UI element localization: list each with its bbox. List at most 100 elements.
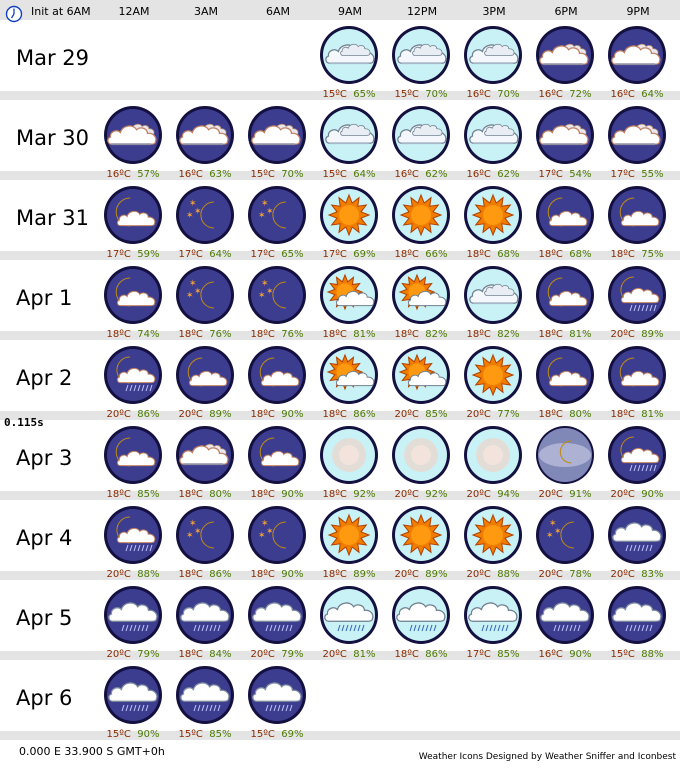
forecast-cell[interactable]: 15ºC 70% <box>244 100 310 180</box>
humidity: 89% <box>425 569 448 580</box>
forecast-cell[interactable]: 16ºC 62% <box>460 100 526 180</box>
forecast-cell[interactable]: 16ºC 90% <box>532 580 598 660</box>
moon-cloud-icon <box>104 426 162 484</box>
forecast-cell[interactable]: 15ºC 69% <box>244 660 310 740</box>
temperature: 15ºC <box>610 649 635 660</box>
night-fog-icon <box>536 426 594 484</box>
forecast-cell[interactable]: 18ºC 66% <box>388 180 454 260</box>
moon-cloud-icon <box>536 266 594 324</box>
svg-text:✶: ✶ <box>189 519 197 529</box>
temperature: 16ºC <box>538 649 563 660</box>
forecast-cell[interactable]: 20ºC 85% <box>388 340 454 420</box>
forecast-cell[interactable]: 18ºC 81% <box>604 340 670 420</box>
forecast-cell[interactable]: 15ºC 88% <box>604 580 670 660</box>
forecast-cell[interactable]: 18ºC 90% <box>244 420 310 500</box>
forecast-cell[interactable]: ✶ ✶ ✶ 18ºC 76% <box>172 260 238 340</box>
cell-reading: 18ºC 81% <box>604 409 670 420</box>
forecast-cell[interactable]: 18ºC 81% <box>532 260 598 340</box>
cell-reading: 18ºC 86% <box>172 569 238 580</box>
forecast-cell[interactable]: 16ºC 57% <box>100 100 166 180</box>
moon-cloud-icon <box>248 346 306 404</box>
forecast-cell[interactable]: 15ºC 90% <box>100 660 166 740</box>
temperature: 17ºC <box>322 249 347 260</box>
moon-stars-icon: ✶✶✶ <box>176 186 234 244</box>
forecast-cell[interactable]: 17ºC 55% <box>604 100 670 180</box>
forecast-cell[interactable]: 18ºC 86% <box>388 580 454 660</box>
forecast-cell[interactable]: 18ºC 82% <box>388 260 454 340</box>
forecast-cell[interactable]: 20ºC 86% <box>100 340 166 420</box>
forecast-cell[interactable]: 15ºC 70% <box>388 20 454 100</box>
cell-reading: 18ºC 85% <box>100 489 166 500</box>
forecast-cell[interactable]: 17ºC 69% <box>316 180 382 260</box>
forecast-cell[interactable]: 20ºC 89% <box>388 500 454 580</box>
forecast-cell[interactable]: 18ºC 74% <box>100 260 166 340</box>
cell-reading: 18ºC 76% <box>244 329 310 340</box>
forecast-cell[interactable]: ✶ ✶ ✶ 18ºC 86% <box>172 500 238 580</box>
day-row: Apr 6 15ºC 90% 15ºC 85% 15ºC 69% <box>0 660 680 740</box>
forecast-cell[interactable]: ✶ ✶ ✶ 20ºC 78% <box>532 500 598 580</box>
cell-reading: 20ºC 78% <box>532 569 598 580</box>
cell-reading: 16ºC 72% <box>532 89 598 100</box>
cell-reading: 20ºC 89% <box>172 409 238 420</box>
forecast-cell[interactable]: 18ºC 80% <box>532 340 598 420</box>
forecast-cell[interactable]: ✶ ✶ ✶ 17ºC 65% <box>244 180 310 260</box>
humidity: 90% <box>281 489 304 500</box>
forecast-cell[interactable]: 20ºC 92% <box>388 420 454 500</box>
forecast-cell[interactable]: 18ºC 68% <box>532 180 598 260</box>
humidity: 77% <box>497 409 520 420</box>
forecast-cell[interactable]: 18ºC 82% <box>460 260 526 340</box>
forecast-cell[interactable]: 16ºC 72% <box>532 20 598 100</box>
forecast-cell[interactable]: 18ºC 85% <box>100 420 166 500</box>
forecast-cell[interactable]: 18ºC 89% <box>316 500 382 580</box>
forecast-cell[interactable]: 20ºC 88% <box>100 500 166 580</box>
forecast-cell[interactable]: 15ºC 85% <box>172 660 238 740</box>
forecast-cell[interactable]: 20ºC 79% <box>100 580 166 660</box>
cell-reading: 18ºC 80% <box>532 409 598 420</box>
forecast-cell[interactable]: 15ºC 64% <box>316 100 382 180</box>
icon-credit: Weather Icons Designed by Weather Sniffe… <box>418 752 676 762</box>
forecast-cell[interactable]: 20ºC 81% <box>316 580 382 660</box>
forecast-cell[interactable]: 20ºC 90% <box>604 420 670 500</box>
forecast-cell[interactable]: 20ºC 89% <box>604 260 670 340</box>
forecast-cell[interactable]: 20ºC 83% <box>604 500 670 580</box>
forecast-cell[interactable]: 17ºC 85% <box>460 580 526 660</box>
day-cloudy-icon <box>392 26 450 84</box>
humidity: 62% <box>425 169 448 180</box>
forecast-cell[interactable]: 16ºC 62% <box>388 100 454 180</box>
forecast-cell[interactable]: 20ºC 79% <box>244 580 310 660</box>
forecast-cell[interactable]: 20ºC 94% <box>460 420 526 500</box>
forecast-cell[interactable]: 18ºC 80% <box>172 420 238 500</box>
forecast-cell[interactable]: 18ºC 84% <box>172 580 238 660</box>
forecast-cell[interactable]: 18ºC 86% <box>316 340 382 420</box>
forecast-cell[interactable]: 18ºC 68% <box>460 180 526 260</box>
forecast-cell[interactable]: 17ºC 59% <box>100 180 166 260</box>
forecast-cell[interactable]: ✶ ✶ ✶ 18ºC 90% <box>244 500 310 580</box>
cell-reading: 18ºC 81% <box>316 329 382 340</box>
cell-reading: 16ºC 90% <box>532 649 598 660</box>
forecast-cell[interactable]: 18ºC 92% <box>316 420 382 500</box>
forecast-cell[interactable]: ✶ ✶ ✶ 18ºC 76% <box>244 260 310 340</box>
cell-reading: 18ºC 86% <box>388 649 454 660</box>
sun-icon <box>320 186 378 244</box>
forecast-cell[interactable]: 18ºC 81% <box>316 260 382 340</box>
humidity: 70% <box>281 169 304 180</box>
forecast-cell[interactable]: 20ºC 91% <box>532 420 598 500</box>
cell-reading: 15ºC 69% <box>244 729 310 740</box>
forecast-cell[interactable]: 20ºC 88% <box>460 500 526 580</box>
day-cloudy-icon <box>320 106 378 164</box>
forecast-cell[interactable]: 16ºC 63% <box>172 100 238 180</box>
forecast-cell[interactable]: 20ºC 77% <box>460 340 526 420</box>
forecast-cell[interactable]: 15ºC 65% <box>316 20 382 100</box>
forecast-cell[interactable]: ✶ ✶ ✶ 17ºC 64% <box>172 180 238 260</box>
forecast-cell[interactable]: 16ºC 70% <box>460 20 526 100</box>
temperature: 18ºC <box>178 569 203 580</box>
forecast-cell[interactable]: 20ºC 89% <box>172 340 238 420</box>
forecast-cell[interactable]: 16ºC 64% <box>604 20 670 100</box>
forecast-cell[interactable]: 17ºC 54% <box>532 100 598 180</box>
forecast-cell[interactable]: 18ºC 75% <box>604 180 670 260</box>
svg-text:✶: ✶ <box>546 531 554 541</box>
cell-reading: 20ºC 94% <box>460 489 526 500</box>
forecast-cell[interactable]: 18ºC 90% <box>244 340 310 420</box>
cell-reading: 15ºC 88% <box>604 649 670 660</box>
fog-icon <box>464 426 522 484</box>
